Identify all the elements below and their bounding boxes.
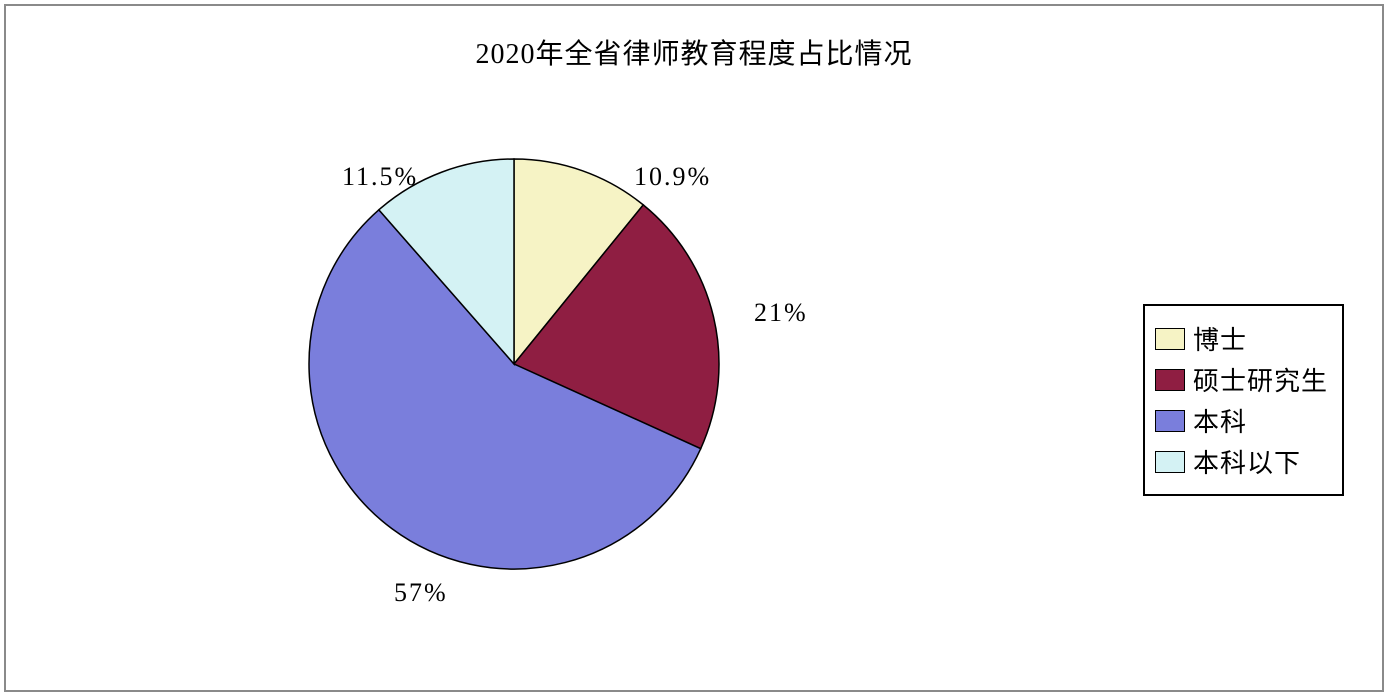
legend-label-1: 硕士研究生 (1193, 361, 1328, 398)
pie-chart (304, 154, 724, 574)
slice-label-1: 21% (754, 298, 808, 328)
chart-title: 2020年全省律师教育程度占比情况 (4, 32, 1384, 72)
legend: 博士 硕士研究生 本科 本科以下 (1143, 304, 1344, 496)
legend-label-2: 本科 (1193, 402, 1247, 439)
legend-swatch-2 (1155, 410, 1185, 432)
slice-label-3: 11.5% (342, 162, 418, 192)
legend-label-3: 本科以下 (1193, 443, 1301, 480)
legend-item-0: 博士 (1155, 320, 1328, 357)
legend-item-2: 本科 (1155, 402, 1328, 439)
legend-item-3: 本科以下 (1155, 443, 1328, 480)
legend-item-1: 硕士研究生 (1155, 361, 1328, 398)
pie-svg (304, 154, 724, 574)
legend-swatch-3 (1155, 451, 1185, 473)
pie-chart-container: 2020年全省律师教育程度占比情况 10.9% 21% 57% 11.5% 博士… (4, 4, 1384, 692)
slice-label-2: 57% (394, 578, 448, 608)
slice-label-0: 10.9% (634, 162, 711, 192)
legend-label-0: 博士 (1193, 320, 1247, 357)
legend-swatch-1 (1155, 369, 1185, 391)
legend-swatch-0 (1155, 328, 1185, 350)
